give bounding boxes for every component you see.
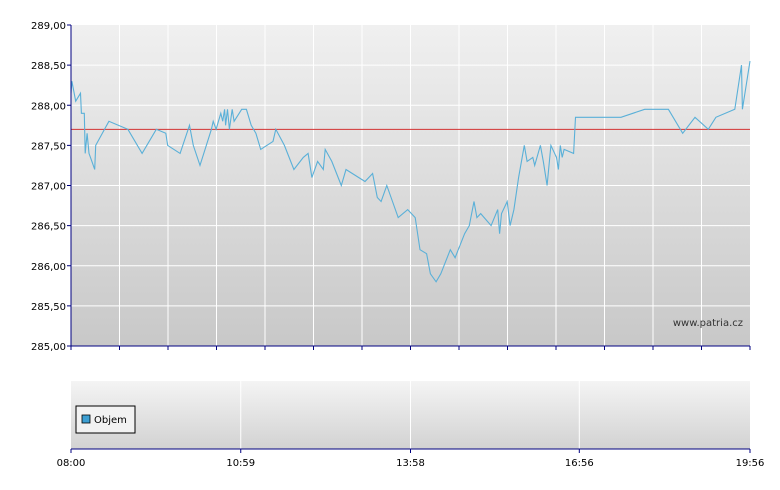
x-tick-label: 10:59	[226, 458, 255, 469]
y-axis-ticks: 285,00 285,50 286,00 286,50 287,00 287,50 288,…	[31, 21, 71, 353]
x-axis-ticks: 08:00 10:59 13:58 16:56 19:56	[57, 449, 765, 469]
y-tick-label: 285,00	[31, 342, 66, 353]
price-series-line	[70, 61, 751, 283]
x-tick-label: 19:56	[736, 458, 765, 469]
y-tick-label: 287,00	[31, 182, 66, 193]
y-tick-label: 286,50	[31, 222, 66, 233]
upper-x-axis-ticks	[70, 346, 751, 350]
legend-label: Objem	[94, 415, 127, 426]
volume-grid-lines	[240, 381, 580, 449]
y-tick-label: 288,50	[31, 61, 66, 72]
x-tick-label: 08:00	[57, 458, 86, 469]
watermark-text: www.patria.cz	[673, 318, 743, 329]
legend-swatch	[81, 414, 91, 424]
y-tick-label: 285,50	[31, 302, 66, 313]
volume-legend: Objem	[75, 405, 136, 434]
y-tick-label: 288,00	[31, 101, 66, 112]
x-tick-label: 13:58	[396, 458, 425, 469]
y-tick-label: 287,50	[31, 141, 66, 152]
y-tick-label: 286,00	[31, 262, 66, 273]
grid-lines	[71, 25, 750, 346]
x-tick-label: 16:56	[565, 458, 594, 469]
y-tick-label: 289,00	[31, 21, 66, 32]
